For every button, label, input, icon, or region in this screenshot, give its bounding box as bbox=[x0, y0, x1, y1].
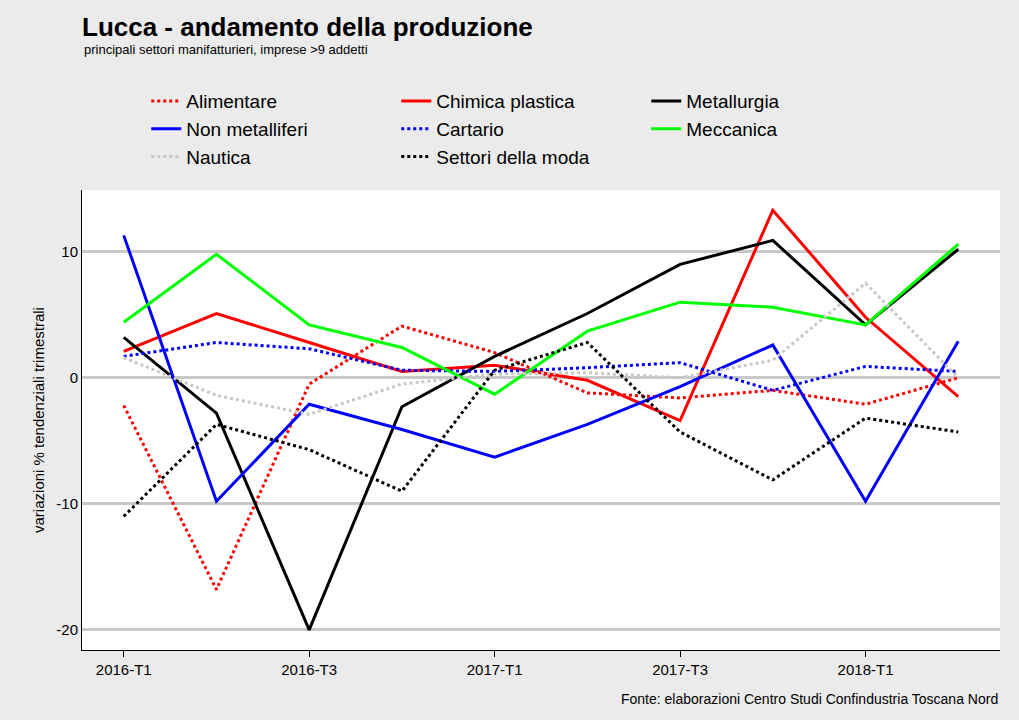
svg-text:principali settori manifatturi: principali settori manifatturieri, impre… bbox=[84, 42, 368, 57]
svg-text:2017-T3: 2017-T3 bbox=[652, 661, 708, 678]
svg-text:Lucca - andamento della produz: Lucca - andamento della produzione bbox=[82, 12, 533, 42]
svg-text:Fonte: elaborazioni Centro Stu: Fonte: elaborazioni Centro Studi Confind… bbox=[621, 691, 998, 707]
svg-text:Non metalliferi: Non metalliferi bbox=[186, 119, 307, 140]
svg-text:2017-T1: 2017-T1 bbox=[467, 661, 523, 678]
svg-text:variazioni % tendenziali trime: variazioni % tendenziali trimestrali bbox=[30, 307, 47, 533]
svg-text:Alimentare: Alimentare bbox=[186, 91, 277, 112]
svg-text:2018-T1: 2018-T1 bbox=[838, 661, 894, 678]
svg-text:10: 10 bbox=[61, 243, 78, 260]
svg-text:Nautica: Nautica bbox=[186, 147, 251, 168]
svg-text:Meccanica: Meccanica bbox=[686, 119, 777, 140]
svg-text:2016-T3: 2016-T3 bbox=[281, 661, 337, 678]
svg-text:-20: -20 bbox=[56, 621, 78, 638]
svg-text:Cartario: Cartario bbox=[436, 119, 504, 140]
svg-text:0: 0 bbox=[70, 369, 78, 386]
svg-text:Metallurgia: Metallurgia bbox=[686, 91, 779, 112]
svg-text:Settori della moda: Settori della moda bbox=[436, 147, 590, 168]
svg-text:Chimica plastica: Chimica plastica bbox=[436, 91, 575, 112]
svg-text:2016-T1: 2016-T1 bbox=[96, 661, 152, 678]
svg-text:-10: -10 bbox=[56, 495, 78, 512]
